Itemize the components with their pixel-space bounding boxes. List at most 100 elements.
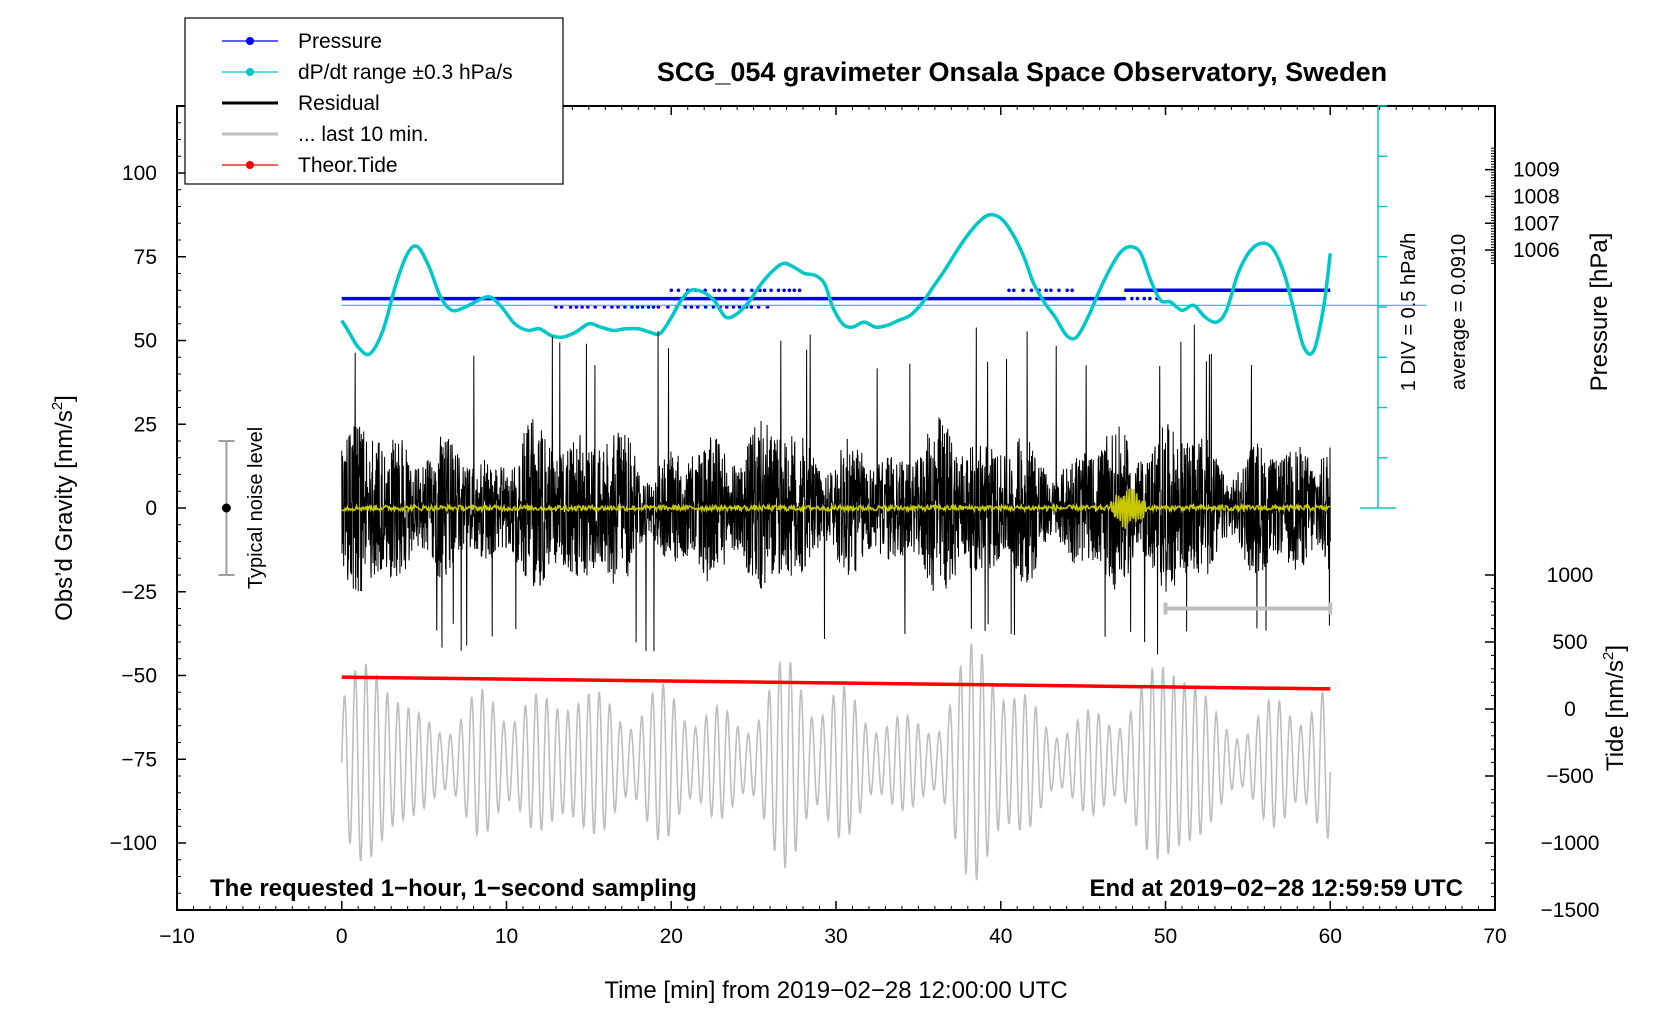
legend-label: Pressure: [298, 30, 382, 53]
pressure-dot: [1007, 288, 1011, 293]
pressure-dot: [616, 305, 620, 309]
pressure-dot: [703, 305, 708, 309]
pressure-dot: [1029, 288, 1034, 293]
y-axis-label-tide: Tide [nm/s2]: [1600, 645, 1629, 771]
axis-ticks: −10 0 10 20 30 40 50 60 701007550250−25−50−75−10…: [110, 105, 1600, 948]
pressure-dot: [559, 305, 564, 309]
pressure-dot: [1044, 288, 1048, 293]
x-tick-label: 70: [1483, 925, 1506, 948]
pressure-dot: [712, 288, 717, 293]
series-layer: [340, 212, 1333, 881]
pressure-dot: [669, 288, 674, 293]
pressure-dot: [586, 305, 590, 309]
tide-tick-label: −500: [1546, 765, 1593, 788]
series-theor-tide: [341, 675, 1331, 691]
pressure-dot: [1012, 288, 1016, 293]
pressure-dot: [666, 305, 670, 309]
pressure-dot: [695, 305, 700, 309]
legend-label: dP/dt range ±0.3 hPa/s: [298, 61, 513, 84]
pressure-dot: [792, 288, 797, 293]
pressure-tick-label: 1007: [1513, 212, 1560, 235]
pressure-dot: [646, 305, 651, 309]
note-end-time: End at 2019−02−28 12:59:59 UTC: [1089, 875, 1463, 902]
pressure-dot: [635, 305, 640, 309]
y-axis-label-pressure: Pressure [hPa]: [1586, 233, 1613, 392]
pressure-dot: [1057, 288, 1061, 293]
pressure-dot: [1021, 288, 1025, 293]
pressure-dot: [593, 305, 597, 309]
pressure-tick-label: 1006: [1513, 239, 1560, 262]
tide-tick-label: 0: [1564, 698, 1576, 721]
dpdt-average-label: average = 0.0910: [1448, 234, 1470, 390]
chart-title: SCG_054 gravimeter Onsala Space Observat…: [657, 57, 1387, 87]
tide-tick-label: −1000: [1541, 832, 1600, 855]
pressure-dot: [740, 288, 745, 293]
pressure-dot: [711, 305, 716, 309]
tide-tick-label: 500: [1552, 631, 1587, 654]
y-tick-label: 50: [134, 330, 157, 353]
dpdt-scale-label: 1 DIV = 0.5 hPa/h: [1398, 233, 1420, 391]
y-tick-label: −50: [121, 665, 157, 688]
legend-label: ... last 10 min.: [298, 123, 429, 146]
x-tick-label: 30: [824, 925, 847, 948]
pressure-dot: [676, 288, 681, 293]
pressure-dot: [554, 305, 558, 309]
legend-marker: [246, 37, 254, 45]
x-tick-label: 60: [1319, 925, 1342, 948]
pressure-dot: [769, 288, 773, 293]
pressure-dot: [1122, 296, 1127, 301]
pressure-dot: [610, 305, 614, 309]
series-residual: [341, 324, 1331, 655]
pressure-dot: [749, 305, 754, 309]
pressure-dot: [1142, 296, 1147, 301]
pressure-dot: [651, 305, 656, 309]
pressure-dot: [731, 305, 736, 309]
pressure-dot: [1148, 296, 1152, 301]
pressure-dot: [725, 305, 729, 309]
pressure-dot: [1130, 296, 1134, 301]
pressure-dot: [723, 288, 727, 293]
legend-label: Theor.Tide: [298, 154, 398, 177]
pressure-dot: [750, 288, 754, 293]
pressure-dot: [732, 288, 736, 293]
pressure-tick-label: 1009: [1513, 159, 1560, 182]
noise-level-bar: [218, 440, 235, 576]
x-axis-label: Time [min] from 2019−02−28 12:00:00 UTC: [604, 977, 1067, 1004]
pressure-dot: [797, 288, 802, 293]
y-tick-label: 25: [134, 413, 157, 436]
pressure-dot: [782, 288, 786, 293]
pressure-dot: [580, 305, 584, 309]
pressure-dot: [1135, 296, 1140, 301]
x-tick-label: 20: [660, 925, 683, 948]
pressure-dot: [717, 288, 721, 293]
pressure-dot: [1049, 288, 1053, 293]
pressure-dot: [574, 305, 579, 309]
pressure-dot: [640, 305, 645, 309]
pressure-dot: [1065, 288, 1069, 293]
y-tick-label: −75: [121, 748, 157, 771]
x-tick-label: −10: [159, 925, 195, 948]
y-tick-label: 100: [122, 162, 157, 185]
pressure-dot: [762, 288, 767, 293]
series-last-10-min: [340, 643, 1332, 881]
pressure-dot: [623, 305, 627, 309]
tide-tick-label: −1500: [1541, 899, 1600, 922]
legend-box: [184, 17, 564, 185]
pressure-dot: [776, 288, 781, 293]
x-tick-label: 0: [336, 925, 348, 948]
series-dpdt-range: [340, 212, 1332, 357]
pressure-dot: [1070, 288, 1074, 293]
x-tick-label: 10: [495, 925, 518, 948]
dpdt-scale-bar: [341, 105, 1427, 509]
note-sampling: The requested 1−hour, 1−second sampling: [210, 875, 697, 902]
legend-marker: [246, 68, 254, 76]
tide-tick-label: 1000: [1547, 564, 1594, 587]
y-tick-label: −25: [121, 581, 157, 604]
y-tick-label: 75: [134, 246, 157, 269]
noise-bar-center: [221, 503, 231, 513]
pressure-dot: [568, 305, 573, 309]
series-filtered-residual: [341, 488, 1331, 529]
pressure-dot: [602, 305, 607, 309]
legend-label: Residual: [298, 92, 380, 115]
